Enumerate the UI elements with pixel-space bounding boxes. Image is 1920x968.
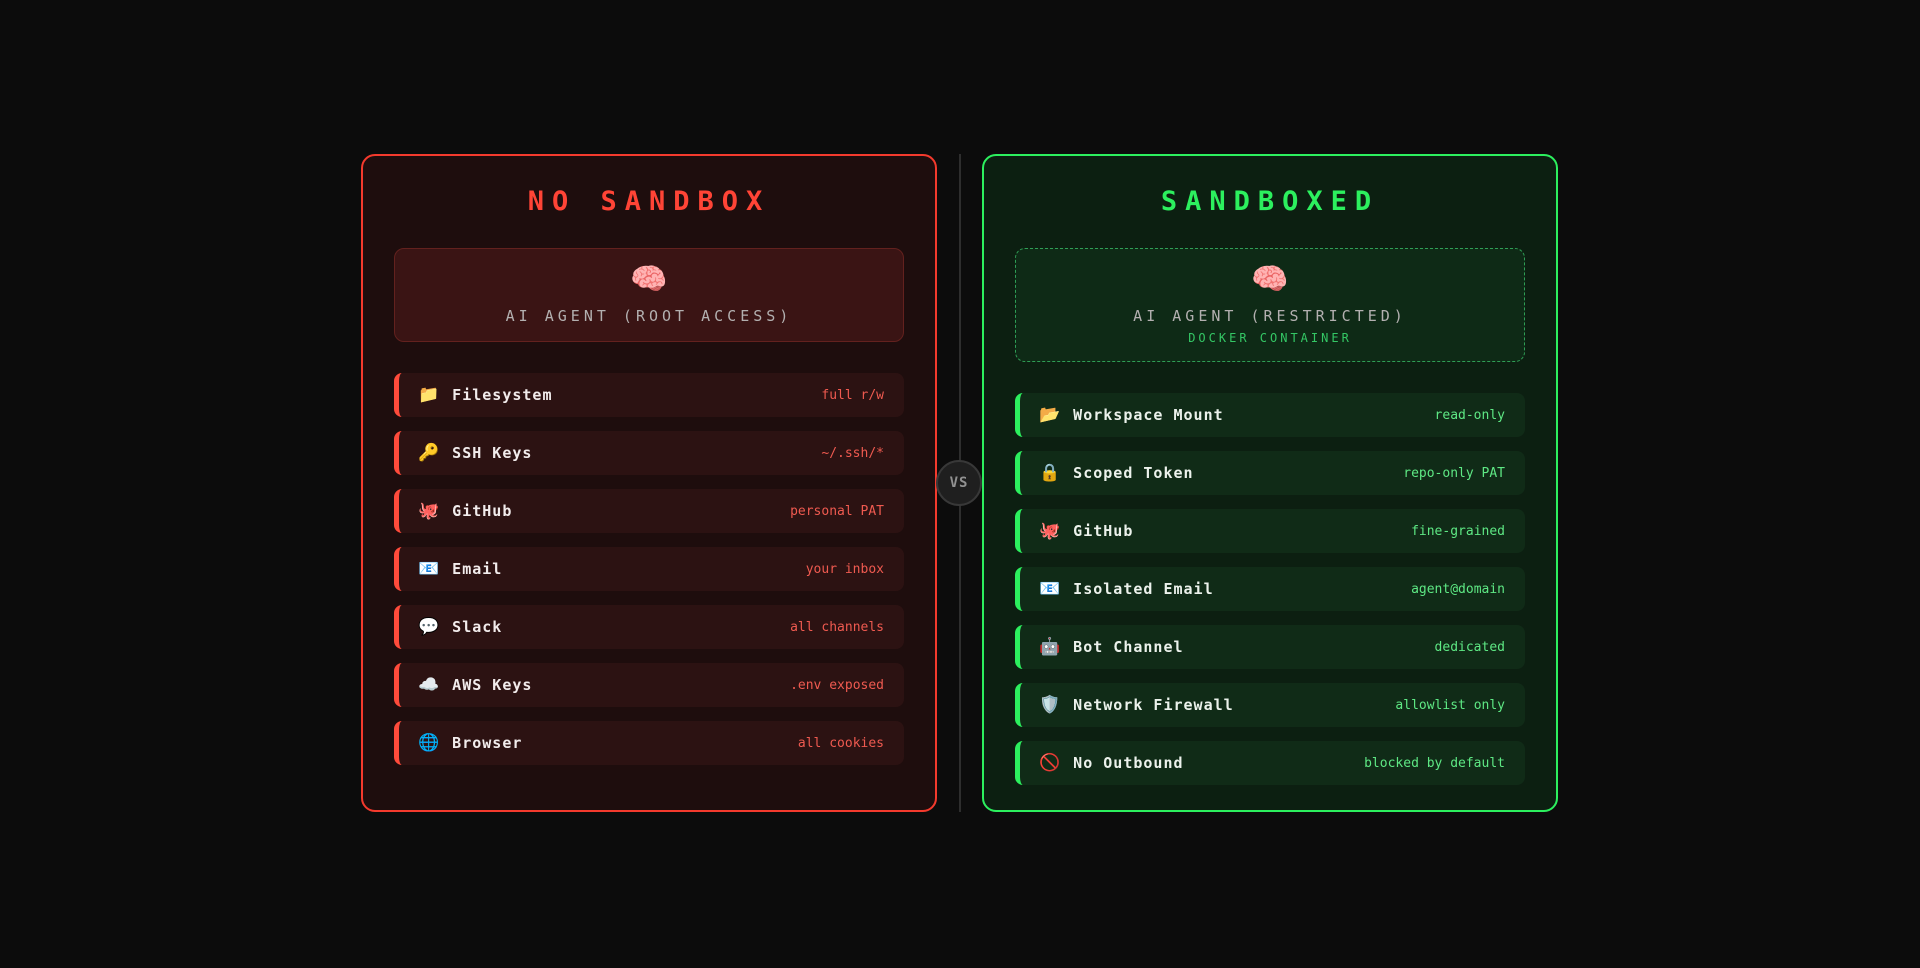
row-label: Email — [452, 560, 503, 578]
capability-row-github: 🐙 GitHub fine-grained — [1015, 509, 1525, 553]
brain-icon: 🧠 — [630, 262, 668, 297]
capability-row-filesystem: 📁 Filesystem full r/w — [394, 373, 904, 417]
capability-row-aws-keys: ☁️ AWS Keys .env exposed — [394, 663, 904, 707]
capability-row-no-outbound: 🚫 No Outbound blocked by default — [1015, 741, 1525, 785]
row-value: all cookies — [797, 735, 884, 751]
agent-name-label: AI AGENT (RESTRICTED) — [1133, 307, 1407, 325]
capability-row-bot-channel: 🤖 Bot Channel dedicated — [1015, 625, 1525, 669]
octopus-icon: 🐙 — [1039, 520, 1061, 541]
capability-row-network-firewall: 🛡️ Network Firewall allowlist only — [1015, 683, 1525, 727]
no-sandbox-title: NO SANDBOX — [527, 186, 771, 217]
agent-name-label: AI AGENT (ROOT ACCESS) — [505, 307, 793, 325]
row-value: blocked by default — [1364, 755, 1505, 771]
capability-row-email: 📧 Email your inbox — [394, 547, 904, 591]
row-value: .env exposed — [790, 677, 884, 693]
shield-icon: 🛡️ — [1039, 694, 1061, 715]
vs-badge: VS — [936, 460, 982, 506]
row-label: Scoped Token — [1073, 464, 1194, 482]
lock-icon: 🔒 — [1039, 462, 1061, 483]
row-label: AWS Keys — [452, 676, 533, 694]
no-sandbox-agent-card: 🧠 AI AGENT (ROOT ACCESS) — [394, 248, 904, 342]
no-sandbox-rows: 📁 Filesystem full r/w 🔑 SSH Keys ~/.ssh/… — [394, 373, 904, 765]
row-label: GitHub — [452, 502, 513, 520]
capability-row-workspace-mount: 📂 Workspace Mount read-only — [1015, 393, 1525, 437]
row-value: all channels — [790, 619, 884, 635]
cloud-icon: ☁️ — [418, 674, 440, 695]
sandboxed-agent-card: 🧠 AI AGENT (RESTRICTED) DOCKER CONTAINER — [1015, 248, 1525, 362]
no-entry-icon: 🚫 — [1039, 752, 1061, 773]
capability-row-isolated-email: 📧 Isolated Email agent@domain — [1015, 567, 1525, 611]
row-value: allowlist only — [1395, 697, 1505, 713]
capability-row-scoped-token: 🔒 Scoped Token repo-only PAT — [1015, 451, 1525, 495]
sandboxed-rows: 📂 Workspace Mount read-only 🔒 Scoped Tok… — [1015, 393, 1525, 785]
brain-icon: 🧠 — [1251, 262, 1289, 297]
robot-icon: 🤖 — [1039, 636, 1061, 657]
row-value: repo-only PAT — [1403, 465, 1505, 481]
row-label: Network Firewall — [1073, 696, 1234, 714]
open-folder-icon: 📂 — [1039, 404, 1061, 425]
sandboxed-title: SANDBOXED — [1160, 186, 1380, 217]
row-value: fine-grained — [1411, 523, 1505, 539]
row-label: Browser — [452, 734, 523, 752]
no-sandbox-panel: NO SANDBOX 🧠 AI AGENT (ROOT ACCESS) 📁 Fi… — [361, 154, 937, 812]
row-value: read-only — [1434, 407, 1505, 423]
row-value: personal PAT — [790, 503, 884, 519]
speech-balloon-icon: 💬 — [418, 616, 440, 637]
row-value: ~/.ssh/* — [821, 445, 884, 461]
capability-row-browser: 🌐 Browser all cookies — [394, 721, 904, 765]
capability-row-ssh-keys: 🔑 SSH Keys ~/.ssh/* — [394, 431, 904, 475]
vs-badge-label: VS — [949, 475, 969, 491]
row-label: SSH Keys — [452, 444, 533, 462]
row-label: Isolated Email — [1073, 580, 1214, 598]
row-value: agent@domain — [1411, 581, 1505, 597]
row-label: Workspace Mount — [1073, 406, 1224, 424]
docker-container-label: DOCKER CONTAINER — [1188, 331, 1352, 345]
capability-row-slack: 💬 Slack all channels — [394, 605, 904, 649]
email-icon: 📧 — [418, 558, 440, 579]
row-label: Bot Channel — [1073, 638, 1184, 656]
row-label: GitHub — [1073, 522, 1134, 540]
sandboxed-panel: SANDBOXED 🧠 AI AGENT (RESTRICTED) DOCKER… — [982, 154, 1558, 812]
row-value: full r/w — [821, 387, 884, 403]
row-value: your inbox — [805, 561, 884, 577]
globe-icon: 🌐 — [418, 732, 440, 753]
octopus-icon: 🐙 — [418, 500, 440, 521]
key-icon: 🔑 — [418, 442, 440, 463]
capability-row-github: 🐙 GitHub personal PAT — [394, 489, 904, 533]
row-label: Filesystem — [452, 386, 553, 404]
email-icon: 📧 — [1039, 578, 1061, 599]
row-label: No Outbound — [1073, 754, 1184, 772]
row-value: dedicated — [1434, 639, 1505, 655]
row-label: Slack — [452, 618, 503, 636]
folder-icon: 📁 — [418, 384, 440, 405]
